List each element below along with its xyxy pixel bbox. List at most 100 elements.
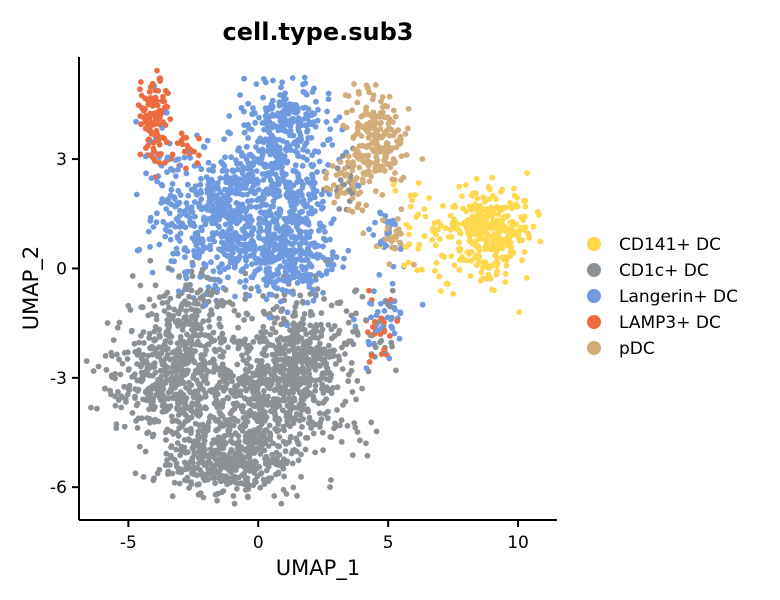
scatter-point <box>305 366 312 373</box>
scatter-point <box>208 186 215 192</box>
scatter-point <box>211 454 218 460</box>
scatter-point <box>205 419 212 426</box>
scatter-point <box>151 148 157 155</box>
scatter-point <box>182 401 189 407</box>
scatter-point <box>147 123 154 129</box>
scatter-point <box>395 127 402 133</box>
scatter-point <box>438 252 445 259</box>
scatter-point <box>195 406 201 412</box>
scatter-point <box>188 204 195 211</box>
scatter-point <box>322 237 329 244</box>
scatter-point <box>151 110 158 116</box>
scatter-point <box>124 356 131 362</box>
legend-marker <box>587 341 601 355</box>
scatter-point <box>278 117 285 123</box>
scatter-point <box>207 246 214 253</box>
scatter-point <box>303 338 310 345</box>
scatter-point <box>271 357 277 364</box>
scatter-point <box>214 497 221 504</box>
scatter-point <box>119 394 126 401</box>
scatter-point <box>459 193 465 200</box>
scatter-point <box>264 467 270 474</box>
scatter-point <box>323 270 330 277</box>
legend-label: CD1c+ DC <box>619 261 709 281</box>
scatter-point <box>354 429 361 435</box>
scatter-point <box>292 139 298 146</box>
scatter-point <box>164 457 171 463</box>
scatter-point <box>191 199 198 205</box>
scatter-point <box>165 311 172 318</box>
scatter-point <box>147 96 154 103</box>
scatter-point <box>206 236 213 243</box>
scatter-point <box>295 441 302 448</box>
scatter-point <box>245 135 252 141</box>
scatter-point <box>125 302 132 309</box>
scatter-point <box>220 453 227 460</box>
scatter-point <box>355 129 361 135</box>
scatter-point <box>200 318 207 325</box>
scatter-point <box>269 258 276 265</box>
scatter-point <box>171 306 178 313</box>
scatter-point <box>502 228 509 234</box>
scatter-point <box>447 212 454 219</box>
scatter-point <box>138 121 144 128</box>
scatter-point <box>246 347 252 354</box>
scatter-point <box>221 477 228 484</box>
scatter-point <box>217 466 224 473</box>
scatter-point <box>335 353 342 360</box>
scatter-point <box>142 125 149 132</box>
scatter-point <box>205 284 212 290</box>
scatter-point <box>318 310 325 316</box>
scatter-point <box>188 479 194 485</box>
scatter-point <box>176 425 183 432</box>
scatter-point <box>271 234 278 240</box>
scatter-point <box>357 189 364 196</box>
scatter-point <box>314 169 320 175</box>
scatter-point <box>372 219 378 226</box>
scatter-point <box>185 192 192 199</box>
scatter-point <box>301 387 308 394</box>
scatter-point <box>305 250 312 256</box>
scatter-point <box>136 246 143 253</box>
legend-label: CD141+ DC <box>619 235 721 255</box>
scatter-point <box>214 286 221 293</box>
scatter-point <box>216 409 223 415</box>
scatter-point <box>182 254 188 260</box>
scatter-point <box>193 341 200 348</box>
scatter-point <box>381 114 388 121</box>
scatter-point <box>309 311 316 318</box>
scatter-point <box>119 360 126 367</box>
scatter-point <box>365 134 372 141</box>
scatter-point <box>293 330 300 337</box>
scatter-point <box>212 437 219 443</box>
scatter-point <box>225 431 231 438</box>
legend-label: Langerin+ DC <box>619 287 738 307</box>
scatter-point <box>419 301 426 308</box>
scatter-point <box>195 254 202 261</box>
scatter-point <box>231 210 237 216</box>
scatter-point <box>368 353 375 359</box>
scatter-point <box>246 292 253 299</box>
scatter-point <box>349 180 356 187</box>
scatter-point <box>475 244 482 250</box>
scatter-point <box>102 385 109 392</box>
scatter-point <box>182 396 189 403</box>
scatter-point <box>161 394 168 401</box>
scatter-point <box>158 373 165 380</box>
scatter-point <box>298 473 304 480</box>
scatter-point <box>292 384 299 391</box>
scatter-point <box>208 207 215 214</box>
scatter-point <box>276 210 282 217</box>
scatter-point <box>313 353 320 360</box>
scatter-point <box>177 192 184 199</box>
scatter-point <box>202 446 209 453</box>
scatter-point <box>511 185 517 192</box>
scatter-point <box>278 500 285 507</box>
scatter-point <box>362 152 369 159</box>
scatter-point <box>270 203 277 210</box>
scatter-point <box>338 417 345 424</box>
scatter-point <box>493 196 499 203</box>
scatter-point <box>276 246 283 253</box>
scatter-point <box>276 136 282 143</box>
scatter-point <box>168 369 175 375</box>
